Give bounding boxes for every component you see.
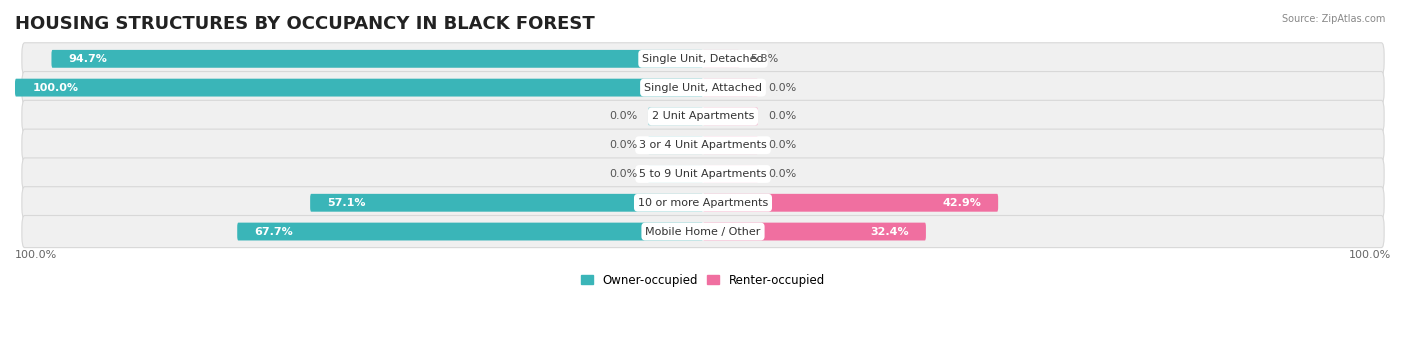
FancyBboxPatch shape	[703, 165, 758, 183]
FancyBboxPatch shape	[22, 100, 1384, 132]
FancyBboxPatch shape	[238, 223, 703, 240]
FancyBboxPatch shape	[15, 79, 703, 97]
Text: 10 or more Apartments: 10 or more Apartments	[638, 198, 768, 208]
Text: 0.0%: 0.0%	[768, 140, 797, 150]
Legend: Owner-occupied, Renter-occupied: Owner-occupied, Renter-occupied	[578, 270, 828, 291]
Text: Single Unit, Attached: Single Unit, Attached	[644, 83, 762, 93]
Text: 5.3%: 5.3%	[749, 54, 778, 64]
FancyBboxPatch shape	[703, 194, 998, 212]
Text: 5 to 9 Unit Apartments: 5 to 9 Unit Apartments	[640, 169, 766, 179]
FancyBboxPatch shape	[22, 187, 1384, 219]
FancyBboxPatch shape	[22, 129, 1384, 161]
FancyBboxPatch shape	[703, 50, 740, 68]
Text: 0.0%: 0.0%	[609, 112, 638, 121]
FancyBboxPatch shape	[703, 107, 758, 125]
Text: HOUSING STRUCTURES BY OCCUPANCY IN BLACK FOREST: HOUSING STRUCTURES BY OCCUPANCY IN BLACK…	[15, 15, 595, 33]
FancyBboxPatch shape	[648, 136, 703, 154]
Text: Mobile Home / Other: Mobile Home / Other	[645, 226, 761, 237]
FancyBboxPatch shape	[648, 107, 703, 125]
Text: 57.1%: 57.1%	[328, 198, 366, 208]
Text: 94.7%: 94.7%	[69, 54, 107, 64]
Text: 100.0%: 100.0%	[32, 83, 79, 93]
FancyBboxPatch shape	[22, 72, 1384, 104]
Text: 67.7%: 67.7%	[254, 226, 294, 237]
FancyBboxPatch shape	[311, 194, 703, 212]
FancyBboxPatch shape	[22, 216, 1384, 248]
FancyBboxPatch shape	[703, 223, 927, 240]
FancyBboxPatch shape	[703, 79, 758, 97]
Text: Single Unit, Detached: Single Unit, Detached	[643, 54, 763, 64]
Text: 2 Unit Apartments: 2 Unit Apartments	[652, 112, 754, 121]
Text: 0.0%: 0.0%	[609, 140, 638, 150]
Text: 3 or 4 Unit Apartments: 3 or 4 Unit Apartments	[640, 140, 766, 150]
Text: 0.0%: 0.0%	[768, 83, 797, 93]
Text: 100.0%: 100.0%	[1348, 250, 1391, 260]
FancyBboxPatch shape	[703, 136, 758, 154]
FancyBboxPatch shape	[648, 165, 703, 183]
FancyBboxPatch shape	[22, 158, 1384, 190]
FancyBboxPatch shape	[52, 50, 703, 68]
FancyBboxPatch shape	[22, 43, 1384, 75]
Text: 42.9%: 42.9%	[942, 198, 981, 208]
Text: 0.0%: 0.0%	[609, 169, 638, 179]
Text: 0.0%: 0.0%	[768, 169, 797, 179]
Text: 0.0%: 0.0%	[768, 112, 797, 121]
Text: 32.4%: 32.4%	[870, 226, 908, 237]
Text: 100.0%: 100.0%	[15, 250, 58, 260]
Text: Source: ZipAtlas.com: Source: ZipAtlas.com	[1281, 14, 1385, 24]
